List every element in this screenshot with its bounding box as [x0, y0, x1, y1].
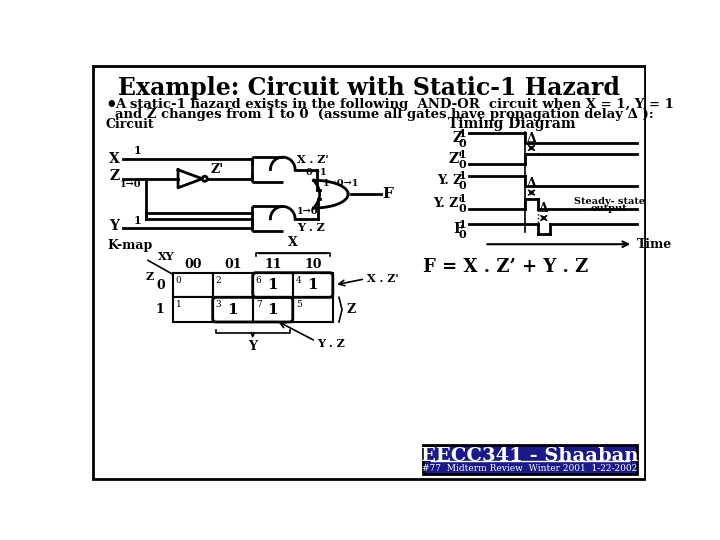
Text: 4: 4 — [296, 276, 302, 285]
Text: 1: 1 — [134, 145, 142, 157]
Text: 1→0: 1→0 — [297, 207, 318, 215]
Text: Z: Z — [453, 131, 463, 145]
Text: 11: 11 — [264, 259, 282, 272]
Text: 0: 0 — [459, 180, 466, 191]
Text: Δ: Δ — [526, 177, 536, 190]
Text: Y. Z': Y. Z' — [433, 197, 463, 210]
Text: 2: 2 — [216, 276, 221, 285]
Text: 1: 1 — [459, 219, 466, 230]
Text: 0: 0 — [156, 279, 165, 292]
Bar — [253, 273, 293, 298]
Text: Z: Z — [109, 170, 120, 184]
Text: 1: 1 — [459, 128, 466, 139]
Text: Δ: Δ — [526, 132, 536, 145]
Text: 1: 1 — [228, 302, 238, 316]
Bar — [253, 298, 293, 322]
Text: F = X . Z’ + Y . Z: F = X . Z’ + Y . Z — [423, 258, 588, 275]
Text: 6: 6 — [256, 276, 261, 285]
Text: 5: 5 — [296, 300, 302, 309]
Text: 3: 3 — [216, 300, 221, 309]
Text: Circuit: Circuit — [106, 118, 154, 131]
Text: F: F — [453, 222, 463, 236]
Text: and Z changes from 1 to 0  (assume all gates have propagation delay Δ ):: and Z changes from 1 to 0 (assume all ga… — [115, 107, 654, 120]
Text: Z: Z — [346, 303, 356, 316]
Text: 1→0→1: 1→0→1 — [323, 179, 359, 188]
Text: 10: 10 — [304, 259, 322, 272]
Text: Z: Z — [145, 271, 153, 282]
Text: 1: 1 — [307, 278, 318, 292]
Text: Z': Z' — [210, 163, 224, 176]
Text: Timing Diagram: Timing Diagram — [448, 117, 575, 131]
Text: XY: XY — [158, 251, 175, 262]
Circle shape — [202, 176, 207, 181]
Text: 1: 1 — [459, 148, 466, 160]
Text: •: • — [106, 96, 117, 114]
Text: 1: 1 — [267, 302, 278, 316]
Text: 1: 1 — [156, 303, 165, 316]
Text: X: X — [288, 236, 297, 249]
Text: 1→0: 1→0 — [120, 180, 141, 188]
Text: K-map: K-map — [107, 239, 153, 252]
Text: Y: Y — [109, 219, 120, 233]
Text: 1: 1 — [134, 215, 142, 226]
Text: #77  Midterm Review  Winter 2001  1-22-2002: #77 Midterm Review Winter 2001 1-22-2002 — [423, 464, 637, 473]
Text: X: X — [109, 152, 120, 166]
Text: 1: 1 — [176, 300, 181, 309]
Bar — [293, 273, 333, 298]
Text: Y . Z: Y . Z — [297, 222, 325, 233]
Text: 0: 0 — [459, 138, 466, 149]
Text: X . Z': X . Z' — [366, 273, 398, 285]
Text: 0: 0 — [459, 159, 466, 170]
Text: 01: 01 — [224, 259, 241, 272]
Text: Y . Z: Y . Z — [318, 338, 345, 349]
Text: Δ: Δ — [539, 202, 549, 215]
Text: 0: 0 — [459, 229, 466, 240]
Bar — [173, 273, 212, 298]
Text: 0: 0 — [459, 203, 466, 214]
Text: 1: 1 — [459, 193, 466, 204]
Text: 1: 1 — [459, 170, 466, 181]
Bar — [173, 298, 212, 322]
Text: Y: Y — [248, 340, 257, 354]
Text: 7: 7 — [256, 300, 261, 309]
Bar — [293, 298, 333, 322]
Bar — [212, 273, 253, 298]
Text: Z': Z' — [449, 152, 463, 166]
Text: EECC341 - Shaaban: EECC341 - Shaaban — [421, 447, 639, 465]
Text: X . Z': X . Z' — [297, 154, 328, 165]
Text: 1: 1 — [267, 278, 278, 292]
Text: 00: 00 — [184, 259, 202, 272]
Text: F: F — [382, 187, 393, 201]
Text: Example: Circuit with Static-1 Hazard: Example: Circuit with Static-1 Hazard — [118, 76, 620, 100]
Bar — [423, 445, 637, 475]
Text: 0→1: 0→1 — [306, 168, 328, 177]
Text: output: output — [591, 204, 628, 213]
Text: A static-1 hazard exists in the following  AND-OR  circuit when X = 1, Y = 1: A static-1 hazard exists in the followin… — [115, 98, 674, 111]
Text: Time: Time — [637, 238, 672, 251]
Bar — [212, 298, 253, 322]
Text: Y. Z: Y. Z — [438, 174, 463, 187]
Text: Steady- state: Steady- state — [574, 197, 645, 206]
Text: 0: 0 — [176, 276, 181, 285]
